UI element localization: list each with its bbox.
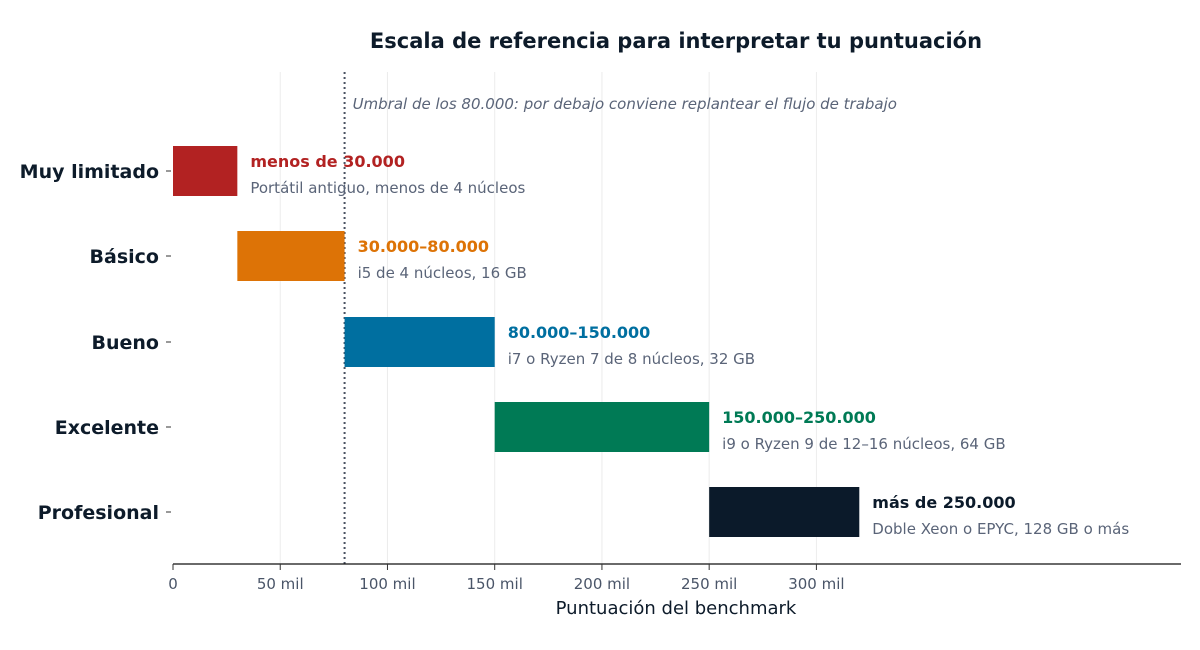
category-label-0: Muy limitado bbox=[20, 161, 159, 183]
x-tick-label-4: 200 mil bbox=[574, 575, 630, 593]
bar-labels-group: menos de 30.000 Portátil antiguo, menos d… bbox=[250, 152, 1129, 538]
category-label-1: Básico bbox=[90, 246, 159, 268]
bar-range-label-4: más de 250.000 bbox=[872, 493, 1015, 512]
x-axis: 0 50 mil 100 mil 150 mil 200 mil 250 mil 300 m… bbox=[168, 563, 1181, 593]
bar-description-2: i7 o Ryzen 7 de 8 núcleos, 32 GB bbox=[508, 350, 755, 368]
bars-group bbox=[173, 146, 860, 537]
x-tick-label-5: 250 mil bbox=[681, 575, 737, 593]
bar-range-label-0: menos de 30.000 bbox=[250, 152, 405, 171]
category-label-2: Bueno bbox=[92, 332, 159, 354]
category-label-4: Profesional bbox=[38, 502, 159, 524]
category-label-3: Excelente bbox=[55, 417, 159, 439]
bar-description-0: Portátil antiguo, menos de 4 núcleos bbox=[250, 179, 525, 197]
y-axis: Muy limitado Básico Bueno Excelente Profesio… bbox=[20, 161, 171, 524]
bar-description-1: i5 de 4 núcleos, 16 GB bbox=[358, 264, 527, 282]
x-tick-label-1: 50 mil bbox=[257, 575, 304, 593]
bar-1 bbox=[237, 231, 345, 281]
bar-description-4: Doble Xeon o EPYC, 128 GB o más bbox=[872, 520, 1129, 538]
bar-range-label-2: 80.000–150.000 bbox=[508, 323, 651, 342]
bar-range-label-1: 30.000–80.000 bbox=[358, 237, 489, 256]
x-tick-label-0: 0 bbox=[168, 575, 178, 593]
bar-2 bbox=[344, 317, 495, 367]
x-tick-label-3: 150 mil bbox=[467, 575, 523, 593]
bar-range-label-3: 150.000–250.000 bbox=[722, 408, 876, 427]
bar-4 bbox=[709, 487, 860, 537]
chart-title: Escala de referencia para interpretar tu… bbox=[370, 29, 982, 53]
x-tick-label-6: 300 mil bbox=[788, 575, 844, 593]
bar-description-3: i9 o Ryzen 9 de 12–16 núcleos, 64 GB bbox=[722, 435, 1006, 453]
threshold-label: Umbral de los 80.000: por debajo convien… bbox=[353, 95, 897, 113]
x-tick-label-2: 100 mil bbox=[359, 575, 415, 593]
bar-0 bbox=[173, 146, 238, 196]
x-axis-title: Puntuación del benchmark bbox=[556, 598, 797, 619]
bar-3 bbox=[494, 402, 710, 452]
